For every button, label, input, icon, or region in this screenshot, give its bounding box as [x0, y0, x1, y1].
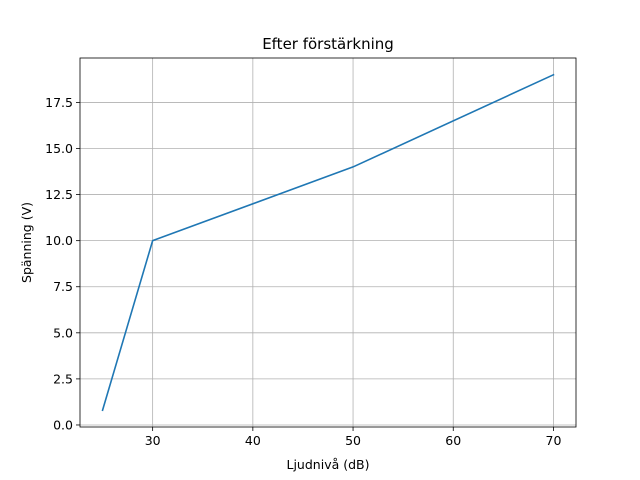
x-tick-label: 50 [345, 433, 361, 448]
y-tick-label: 0.0 [53, 417, 73, 432]
grid-lines [80, 58, 576, 427]
series-layer [101, 73, 555, 412]
y-axis-label: Spänning (V) [19, 202, 34, 283]
plot-frame [79, 57, 577, 428]
x-axis-label: Ljudnivå (dB) [287, 457, 370, 472]
y-tick-label: 17.5 [45, 95, 73, 110]
y-tick-label: 5.0 [53, 325, 73, 340]
y-axis-ticks: 0.0 2.5 5.0 7.5 10.0 12.5 15.0 17.5 [45, 95, 80, 432]
plot-area [80, 58, 576, 427]
y-tick-label: 10.0 [45, 233, 73, 248]
y-tick-label: 7.5 [53, 279, 73, 294]
chart-title: Efter förstärkning [262, 35, 394, 53]
x-tick-label: 30 [145, 433, 161, 448]
x-axis-ticks: 30 40 50 60 70 [145, 427, 562, 448]
x-tick-label: 60 [445, 433, 461, 448]
y-tick-label: 15.0 [45, 141, 73, 156]
y-tick-label: 12.5 [45, 187, 73, 202]
y-tick-label: 2.5 [53, 371, 73, 386]
x-tick-label: 70 [546, 433, 562, 448]
series-line [101, 73, 555, 412]
x-tick-label: 40 [245, 433, 261, 448]
